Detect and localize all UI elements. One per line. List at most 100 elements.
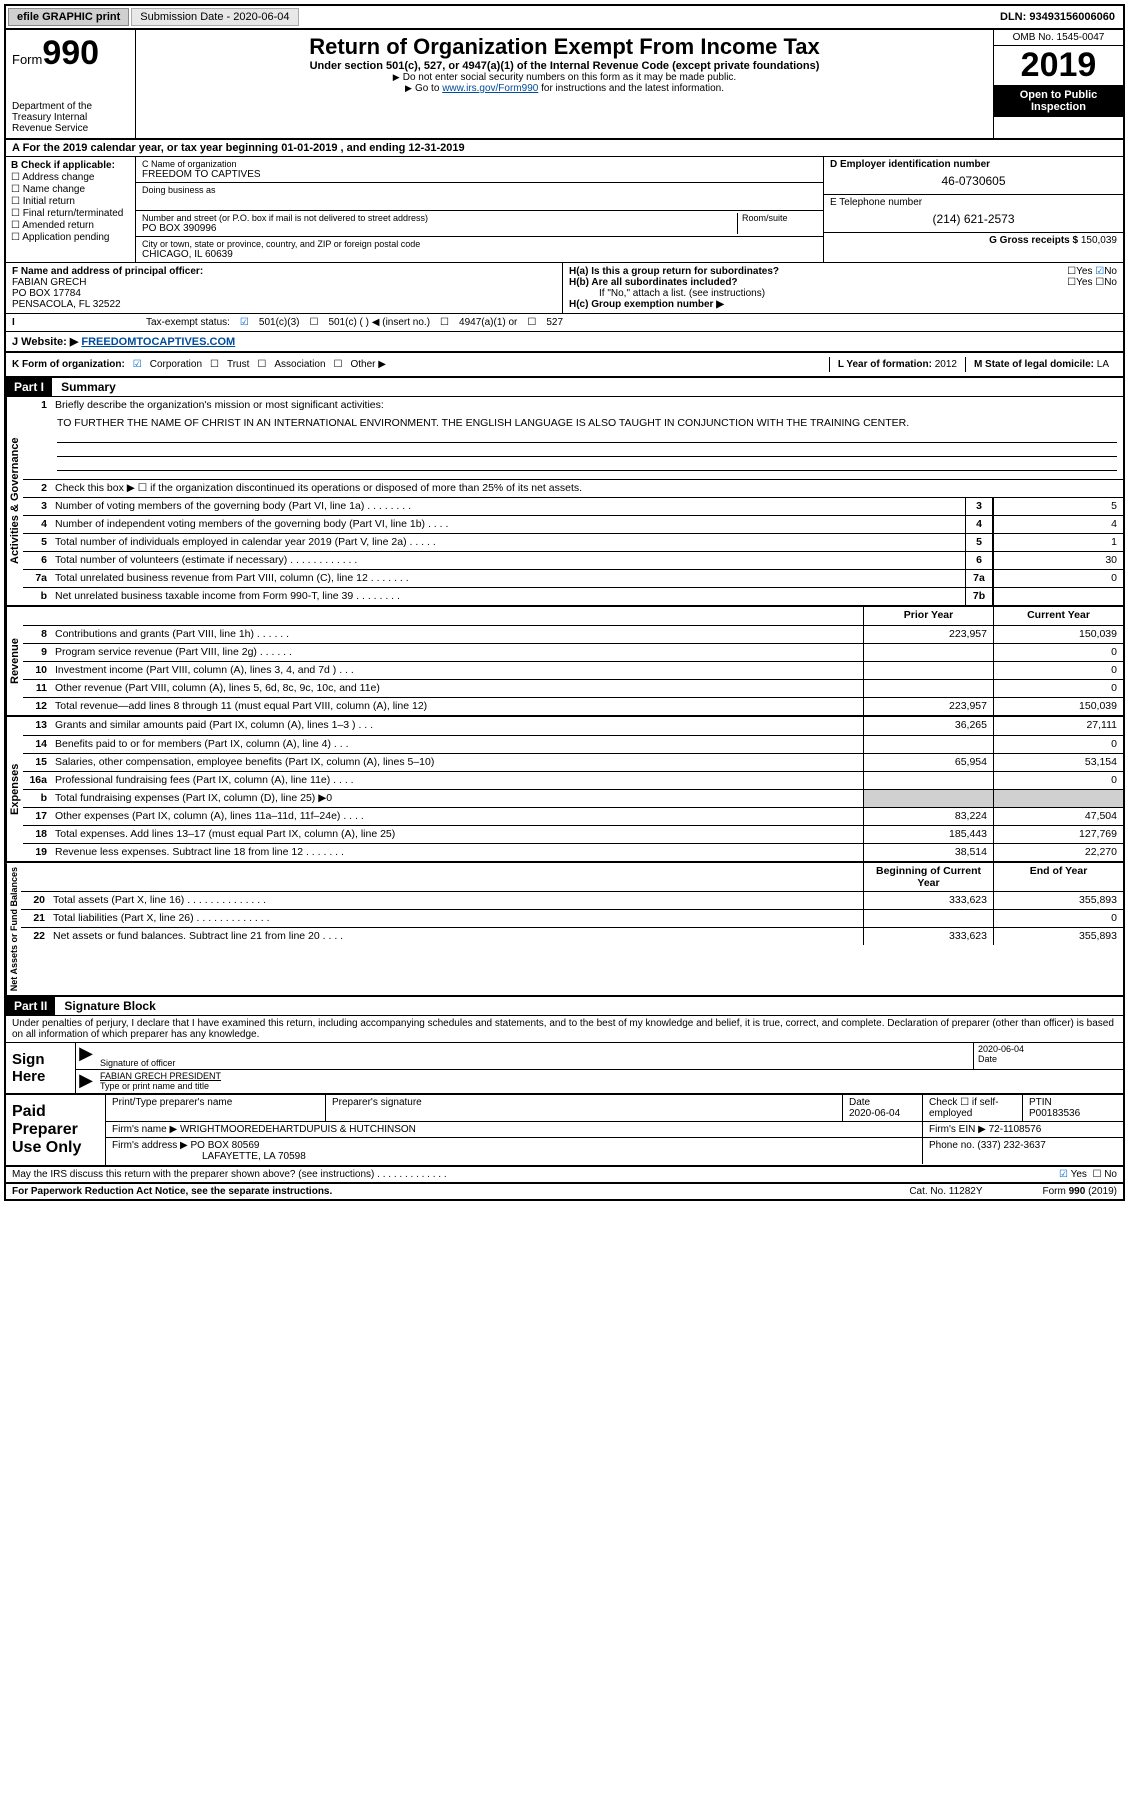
firm-ein-label: Firm's EIN ▶ <box>929 1124 986 1135</box>
goto-pre: Go to <box>415 83 442 94</box>
501c3: 501(c)(3) <box>259 317 300 328</box>
section-b-c-d: B Check if applicable: ☐ Address change … <box>6 157 1123 263</box>
discuss-no: No <box>1104 1169 1117 1180</box>
vlabel-exp: Expenses <box>6 717 23 861</box>
dln: DLN: 93493156006060 <box>992 9 1123 25</box>
officer-name: FABIAN GRECH <box>12 277 556 288</box>
check-name-change[interactable]: ☐ Name change <box>11 184 130 195</box>
cat-no: Cat. No. 11282Y <box>909 1186 982 1197</box>
hc-label: H(c) Group exemption number ▶ <box>569 299 724 310</box>
m-label: M State of legal domicile: <box>974 359 1094 370</box>
phone-value: (214) 621-2573 <box>830 208 1117 230</box>
sign-here-label: Sign Here <box>6 1043 76 1093</box>
line3-val: 5 <box>993 498 1123 515</box>
firm-phone-label: Phone no. <box>929 1140 975 1151</box>
firm-name-value: WRIGHTMOOREDEHARTDUPUIS & HUTCHINSON <box>180 1124 416 1135</box>
form-subtitle: Under section 501(c), 527, or 4947(a)(1)… <box>142 60 987 72</box>
website-link[interactable]: FREEDOMTOCAPTIVES.COM <box>81 336 235 348</box>
line9-py <box>863 644 993 661</box>
may-discuss-text: May the IRS discuss this return with the… <box>12 1169 447 1180</box>
line17-cy: 47,504 <box>993 808 1123 825</box>
form-number: 990 <box>42 34 99 72</box>
line10-cy: 0 <box>993 662 1123 679</box>
line8-desc: Contributions and grants (Part VIII, lin… <box>51 626 863 643</box>
vlabel-rev: Revenue <box>6 607 23 715</box>
i-label: I <box>12 317 136 328</box>
section-activities-governance: Activities & Governance 1Briefly describ… <box>6 397 1123 607</box>
line10-desc: Investment income (Part VIII, column (A)… <box>51 662 863 679</box>
line16a-py <box>863 772 993 789</box>
prior-year-header: Prior Year <box>863 607 993 625</box>
line3-desc: Number of voting members of the governin… <box>51 498 965 515</box>
check-amended-return[interactable]: ☐ Amended return <box>11 220 130 231</box>
prep-date-label: Date <box>849 1097 870 1108</box>
l-value: 2012 <box>935 359 957 370</box>
form-label: Form <box>12 52 42 67</box>
section-f-h: F Name and address of principal officer:… <box>6 263 1123 313</box>
line11-desc: Other revenue (Part VIII, column (A), li… <box>51 680 863 697</box>
sign-here-row: Sign Here ▶ Signature of officer 2020-06… <box>6 1042 1123 1093</box>
501c: 501(c) ( ) ◀ (insert no.) <box>328 317 430 328</box>
line1-label: Briefly describe the organization's miss… <box>51 397 1123 415</box>
page-footer: For Paperwork Reduction Act Notice, see … <box>6 1183 1123 1199</box>
box-b-title: B Check if applicable: <box>11 160 130 171</box>
line5-val: 1 <box>993 534 1123 551</box>
line13-py: 36,265 <box>863 717 993 735</box>
line19-cy: 22,270 <box>993 844 1123 861</box>
line11-cy: 0 <box>993 680 1123 697</box>
officer-name-value: FABIAN GRECH PRESIDENT <box>100 1071 1119 1081</box>
self-emp-label: Check ☐ if self-employed <box>929 1097 999 1119</box>
boy-header: Beginning of Current Year <box>863 863 993 891</box>
pra-notice: For Paperwork Reduction Act Notice, see … <box>12 1186 909 1197</box>
paid-preparer-label: Paid Preparer Use Only <box>6 1095 106 1165</box>
addr-value: PO BOX 390996 <box>142 223 737 234</box>
line13-cy: 27,111 <box>993 717 1123 735</box>
line16a-desc: Professional fundraising fees (Part IX, … <box>51 772 863 789</box>
gross-value: 150,039 <box>1081 235 1117 246</box>
k-trust: Trust <box>227 359 249 370</box>
instructions-link[interactable]: www.irs.gov/Form990 <box>442 83 538 94</box>
check-address-change[interactable]: ☐ Address change <box>11 172 130 183</box>
line15-desc: Salaries, other compensation, employee b… <box>51 754 863 771</box>
line15-py: 65,954 <box>863 754 993 771</box>
check-initial-return[interactable]: ☐ Initial return <box>11 196 130 207</box>
section-revenue: Revenue Prior YearCurrent Year 8Contribu… <box>6 607 1123 717</box>
officer-addr1: PO BOX 17784 <box>12 288 556 299</box>
sig-date-label: Date <box>978 1054 997 1064</box>
line2: Check this box ▶ ☐ if the organization d… <box>51 480 1123 497</box>
line4-val: 4 <box>993 516 1123 533</box>
line9-cy: 0 <box>993 644 1123 661</box>
discuss-yes: Yes <box>1071 1169 1087 1180</box>
officer-addr2: PENSACOLA, FL 32522 <box>12 299 556 310</box>
firm-name-label: Firm's name ▶ <box>112 1124 177 1135</box>
section-expenses: Expenses 13Grants and similar amounts pa… <box>6 717 1123 863</box>
ptin-label: PTIN <box>1029 1097 1052 1108</box>
m-value: LA <box>1097 359 1109 370</box>
check-final-return[interactable]: ☐ Final return/terminated <box>11 208 130 219</box>
org-name-label: C Name of organization <box>142 159 817 169</box>
room-label: Room/suite <box>737 213 817 234</box>
box-d-e-g: D Employer identification number46-07306… <box>823 157 1123 262</box>
part2-title: Signature Block <box>58 997 161 1015</box>
check-application-pending[interactable]: ☐ Application pending <box>11 232 130 243</box>
line21-py <box>863 910 993 927</box>
ptin-value: P00183536 <box>1029 1108 1080 1119</box>
hb-label: H(b) Are all subordinates included? <box>569 277 738 288</box>
addr-label: Number and street (or P.O. box if mail i… <box>142 213 737 223</box>
prep-sig-label: Preparer's signature <box>332 1097 422 1108</box>
ein-label: D Employer identification number <box>830 159 1117 170</box>
dba-label: Doing business as <box>142 185 817 195</box>
efile-print-button[interactable]: efile GRAPHIC print <box>8 8 129 26</box>
sig-officer-label: Signature of officer <box>100 1058 175 1068</box>
line6-val: 30 <box>993 552 1123 569</box>
k-assoc: Association <box>274 359 325 370</box>
line3-box: 3 <box>965 498 993 515</box>
submission-date: Submission Date - 2020-06-04 <box>131 8 298 26</box>
prep-name-label: Print/Type preparer's name <box>112 1097 232 1108</box>
paid-preparer-row: Paid Preparer Use Only Print/Type prepar… <box>6 1093 1123 1167</box>
officer-name-label: Type or print name and title <box>100 1081 209 1091</box>
line19-py: 38,514 <box>863 844 993 861</box>
ssn-note: Do not enter social security numbers on … <box>142 72 987 83</box>
gross-label: G Gross receipts $ <box>989 235 1078 246</box>
line10-py <box>863 662 993 679</box>
